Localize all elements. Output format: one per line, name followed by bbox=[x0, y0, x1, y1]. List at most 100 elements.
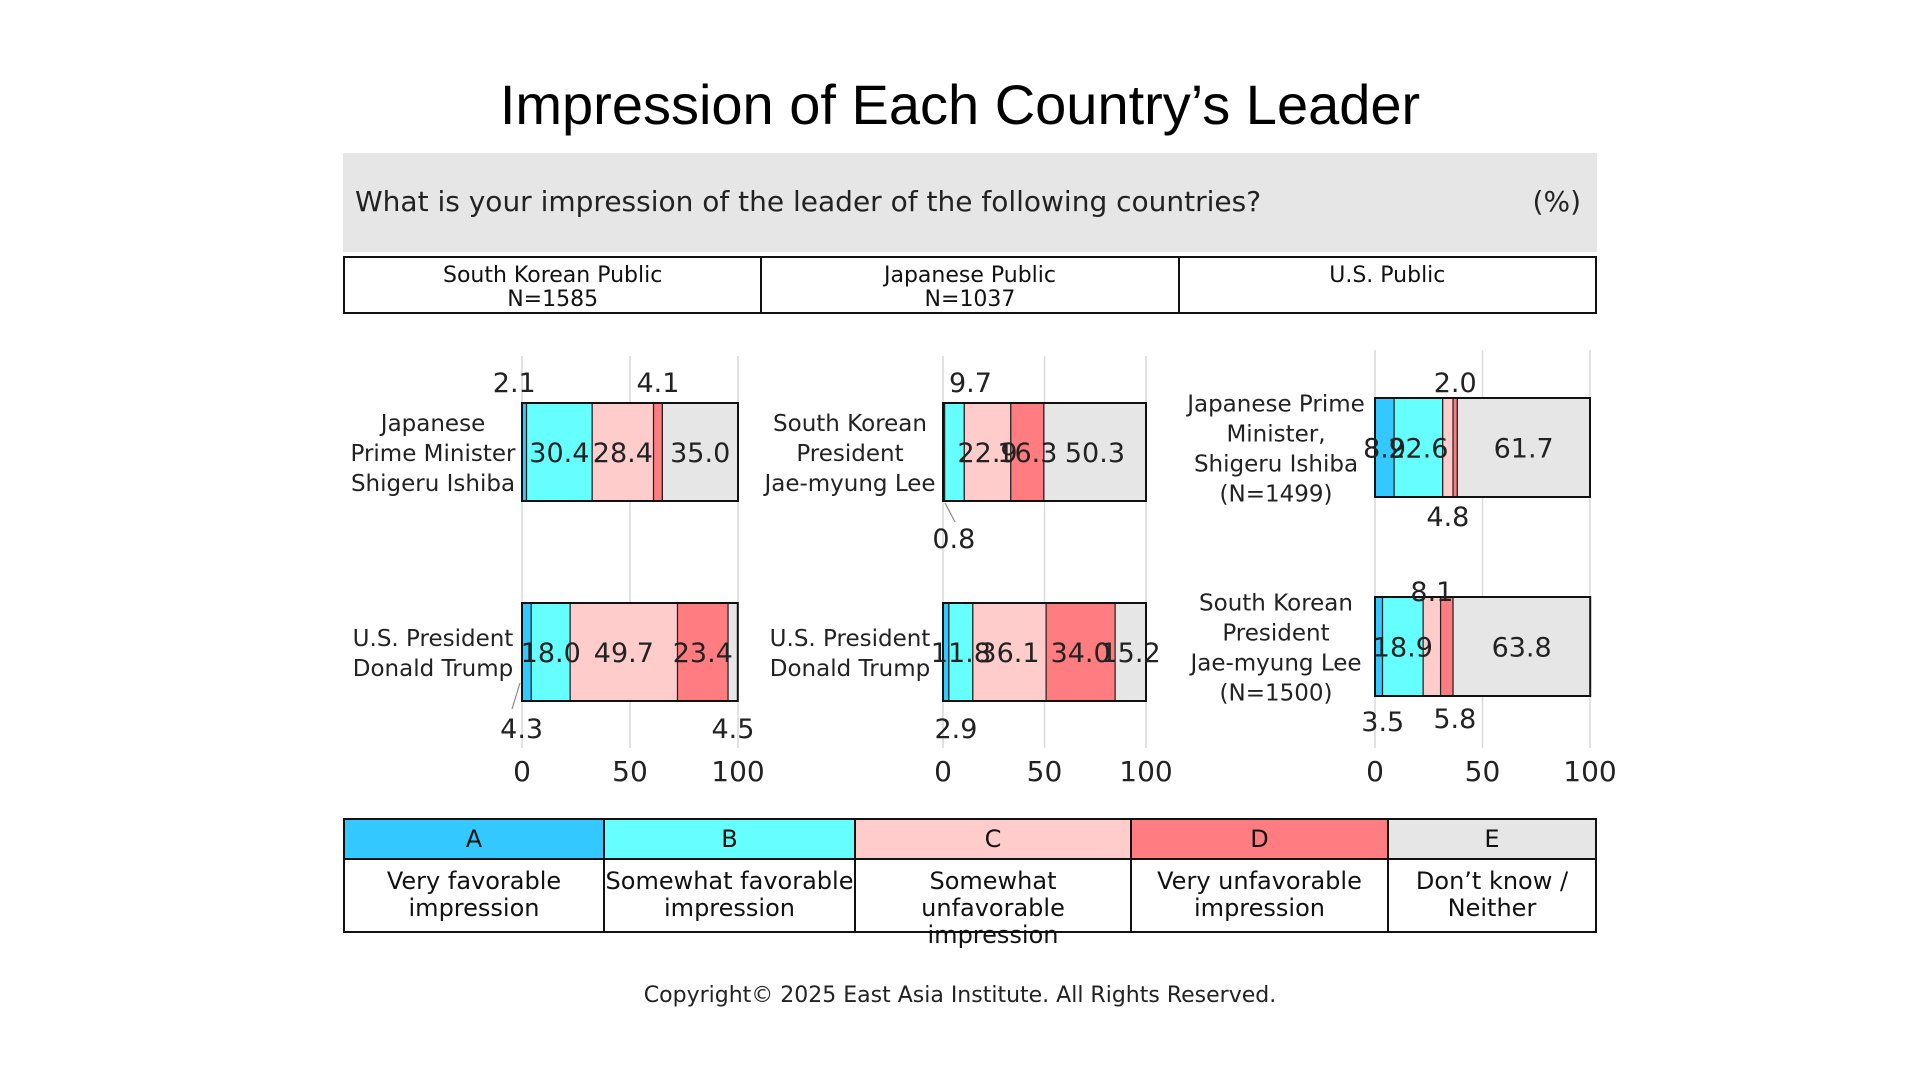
category-label: (N=1500) bbox=[1220, 681, 1333, 707]
data-label: 61.7 bbox=[1494, 434, 1554, 465]
legend-code: E bbox=[1389, 820, 1595, 860]
panel-title: South Korean Public bbox=[442, 263, 663, 288]
category-label: U.S. President bbox=[353, 626, 514, 652]
category-label: Jae-myung Lee bbox=[1188, 651, 1361, 677]
survey-question: What is your impression of the leader of… bbox=[355, 185, 1262, 218]
category-label: Donald Trump bbox=[770, 656, 930, 682]
legend-description-line: Neither bbox=[1447, 894, 1537, 922]
data-label: 16.3 bbox=[997, 438, 1057, 469]
data-label: 2.9 bbox=[934, 714, 977, 745]
data-label: 2.0 bbox=[1434, 368, 1477, 399]
stacked-bar-chart: 0 50 100 Japanese Prime Minister Shigeru Ishi… bbox=[351, 350, 1617, 788]
legend-item-b: B Somewhat favorable impression bbox=[605, 820, 856, 931]
data-label: 0.8 bbox=[932, 524, 975, 555]
data-label: 35.0 bbox=[670, 438, 730, 469]
data-label: 22.9 bbox=[957, 438, 1017, 469]
bar-segment bbox=[1439, 596, 1454, 697]
unit-label: (%) bbox=[1532, 185, 1581, 218]
data-label: 36.1 bbox=[979, 638, 1039, 669]
legend-item-c: C Somewhat unfavorable impression bbox=[856, 820, 1132, 949]
data-label: 11.8 bbox=[931, 638, 991, 669]
data-label: 4.1 bbox=[636, 368, 679, 399]
data-label: 2.1 bbox=[493, 368, 536, 399]
data-label: 28.4 bbox=[593, 438, 653, 469]
legend-description-line: Very favorable bbox=[386, 867, 562, 895]
panel-header-japanese-public: Japanese Public N=1037 bbox=[762, 258, 1180, 312]
bar-segment bbox=[530, 602, 571, 702]
data-label: 18.0 bbox=[521, 638, 581, 669]
data-label: 4.3 bbox=[500, 714, 543, 745]
legend-code: B bbox=[605, 820, 854, 860]
category-label: Minister, bbox=[1226, 422, 1325, 448]
legend-item-d: D Very unfavorable impression bbox=[1132, 820, 1389, 931]
data-label: 4.5 bbox=[711, 714, 754, 745]
data-label: 23.4 bbox=[673, 638, 733, 669]
data-label: 8.9 bbox=[1363, 434, 1406, 465]
bar-segment bbox=[1452, 397, 1458, 498]
legend-item-e: E Don’t know / Neither bbox=[1389, 820, 1595, 931]
bar-outline bbox=[521, 602, 739, 702]
question-band: What is your impression of the leader of… bbox=[343, 153, 1597, 252]
bar-segment bbox=[676, 602, 729, 702]
category-label: President bbox=[1222, 621, 1329, 647]
panel-sample-size: N=1585 bbox=[507, 287, 599, 312]
panel-sample-size: N=1037 bbox=[924, 287, 1016, 312]
data-label: 34.0 bbox=[1051, 638, 1111, 669]
category-label: Jae-myung Lee bbox=[762, 471, 935, 497]
copyright-notice: Copyright© 2025 East Asia Institute. All… bbox=[643, 983, 1277, 1008]
legend-description-line: impression bbox=[1194, 894, 1325, 922]
data-label: 8.1 bbox=[1410, 577, 1453, 608]
legend-item-a: A Very favorable impression bbox=[345, 820, 605, 931]
legend-code: A bbox=[345, 820, 603, 860]
category-label: Japanese bbox=[379, 411, 485, 437]
data-label: 9.7 bbox=[949, 368, 992, 399]
legend-code: C bbox=[856, 820, 1130, 860]
legend-description-line: impression bbox=[664, 894, 795, 922]
data-label: 30.4 bbox=[529, 438, 589, 469]
panel-title: Japanese Public bbox=[883, 263, 1056, 288]
panel-title: U.S. Public bbox=[1329, 263, 1446, 288]
panel-header-south-korean-public: South Korean Public N=1585 bbox=[345, 258, 763, 312]
chart-title: Impression of Each Country’s Leader bbox=[499, 73, 1421, 136]
category-label: President bbox=[796, 441, 903, 467]
legend-code: D bbox=[1132, 820, 1387, 860]
data-label: 18.9 bbox=[1373, 633, 1433, 664]
leader-line bbox=[511, 682, 521, 710]
x-tick-label: 0 bbox=[934, 755, 952, 788]
category-label: Japanese Prime bbox=[1185, 392, 1365, 418]
x-tick-label: 50 bbox=[1027, 755, 1063, 788]
legend-table: A Very favorable impression B Somewhat f… bbox=[343, 818, 1597, 949]
bar-outline bbox=[1374, 596, 1592, 697]
bar-outline bbox=[1374, 397, 1591, 498]
legend-description: Somewhat favorable impression bbox=[605, 860, 854, 931]
legend-description-line: impression bbox=[408, 894, 540, 922]
bar-segment bbox=[1452, 596, 1591, 697]
bar-outline bbox=[521, 402, 739, 502]
data-label: 15.2 bbox=[1101, 638, 1161, 669]
x-tick-label: 50 bbox=[612, 755, 648, 788]
legend-description: Don’t know / Neither bbox=[1389, 860, 1595, 931]
bar-segment bbox=[1010, 402, 1045, 502]
x-tick-label: 0 bbox=[1366, 755, 1384, 788]
bar-outline bbox=[942, 402, 1147, 502]
bar-segment bbox=[569, 602, 679, 702]
bar-segment bbox=[652, 402, 664, 502]
x-tick-label: 50 bbox=[1465, 755, 1501, 788]
legend-description-line: Don’t know / bbox=[1415, 867, 1569, 895]
category-label: Shigeru Ishiba bbox=[351, 471, 515, 497]
legend-description: Very favorable impression bbox=[345, 860, 603, 931]
category-label: South Korean bbox=[773, 411, 927, 437]
data-label: 49.7 bbox=[594, 638, 654, 669]
data-label: 63.8 bbox=[1492, 633, 1552, 664]
category-label: Donald Trump bbox=[353, 656, 513, 682]
x-tick-label: 100 bbox=[1563, 755, 1616, 788]
panel-header-row: South Korean Public N=1585 Japanese Publ… bbox=[343, 256, 1597, 314]
data-label: 22.6 bbox=[1388, 434, 1448, 465]
x-tick-label: 0 bbox=[513, 755, 531, 788]
legend-description-line: Very unfavorable bbox=[1157, 867, 1362, 895]
legend-description: Somewhat unfavorable impression bbox=[856, 860, 1130, 949]
panel-header-us-public: U.S. Public bbox=[1180, 258, 1595, 312]
data-label: 4.8 bbox=[1426, 502, 1469, 533]
legend-description-line: impression bbox=[927, 921, 1059, 949]
data-label: 50.3 bbox=[1065, 438, 1125, 469]
